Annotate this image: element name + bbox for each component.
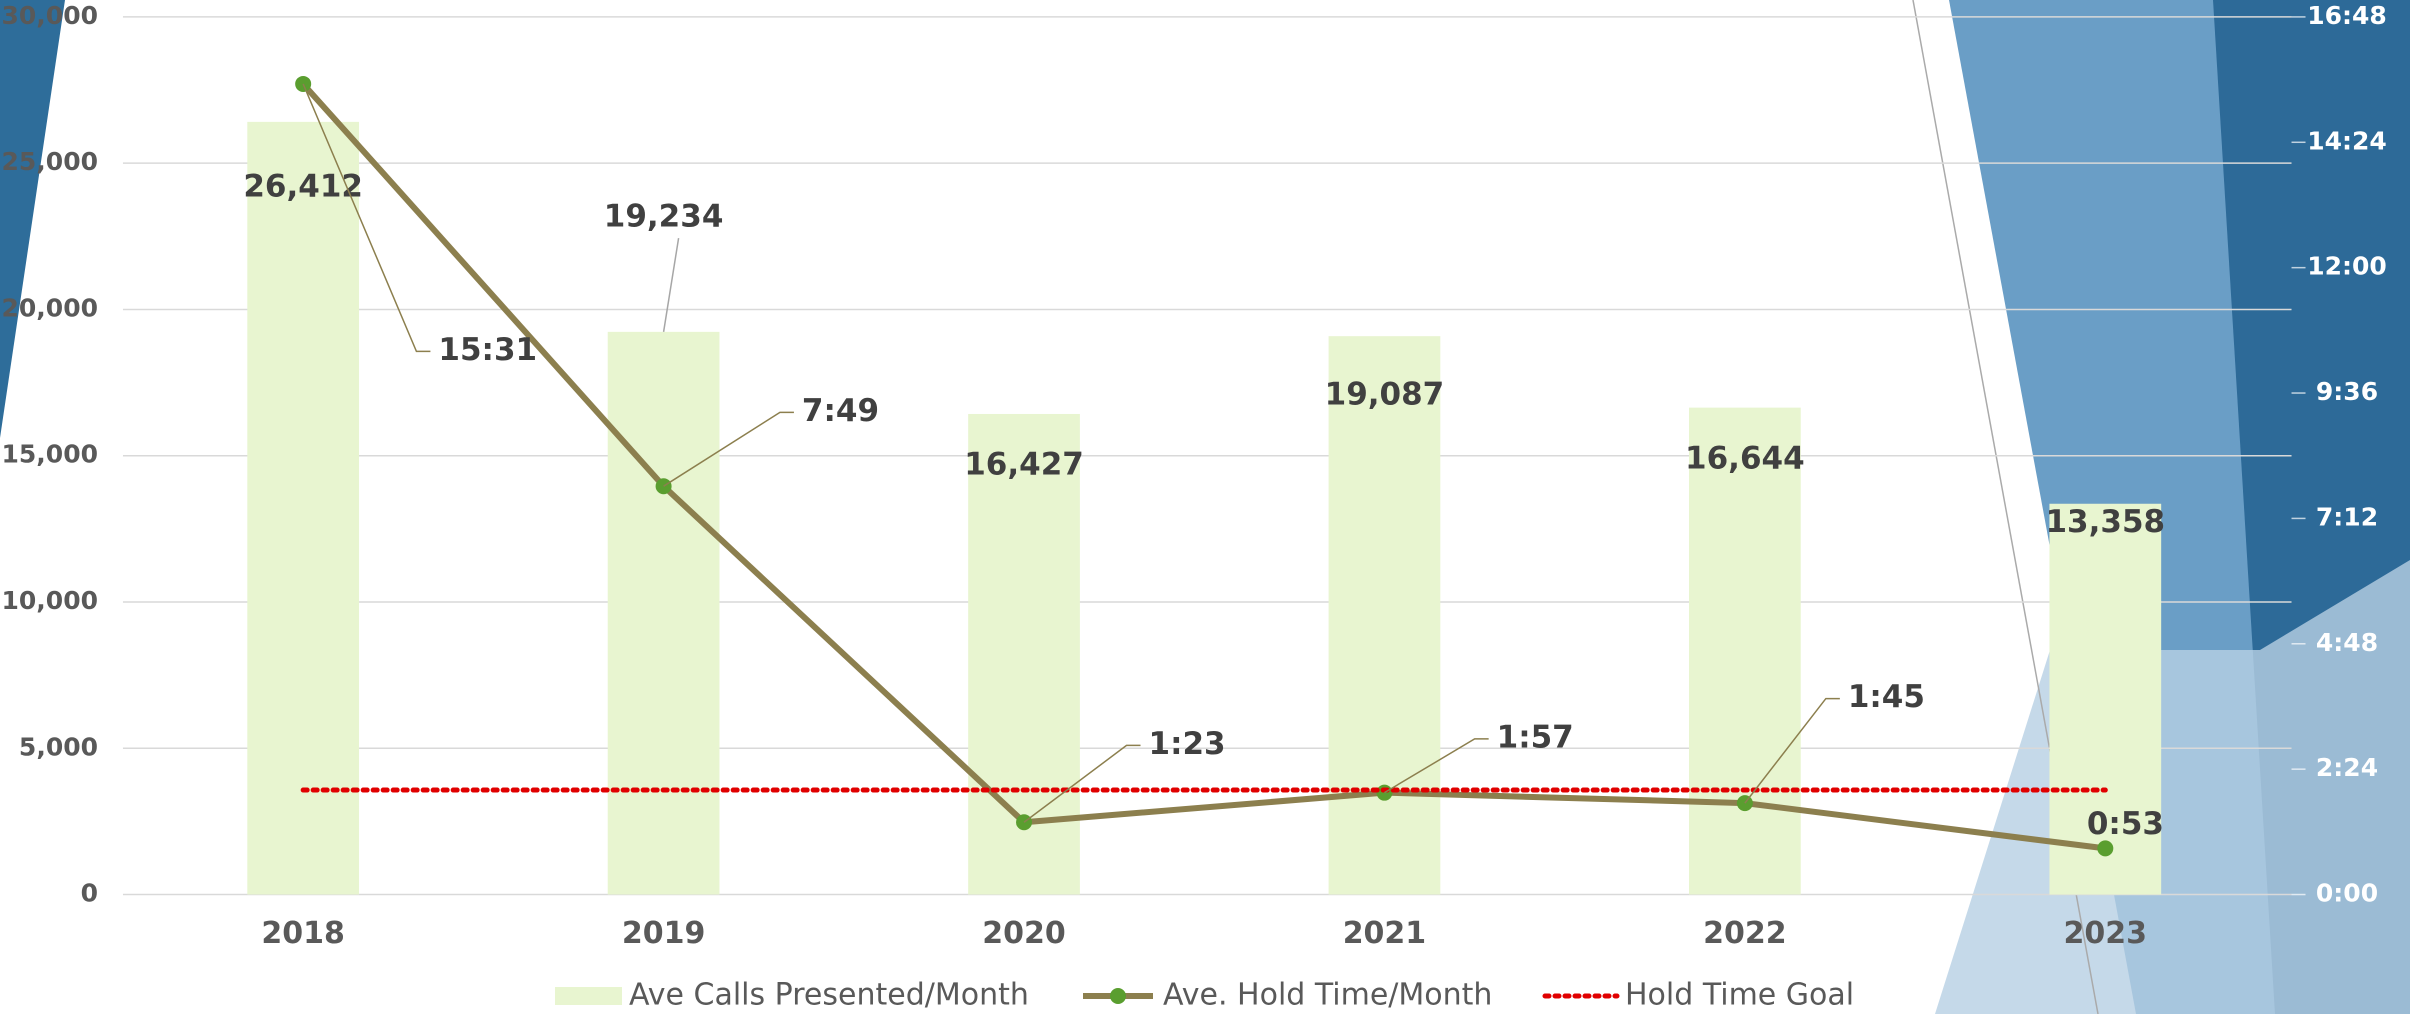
background-shape [0, 0, 65, 438]
data-label: 15:31 [438, 332, 537, 368]
data-label: 1:57 [1497, 719, 1574, 755]
leader-line [662, 238, 680, 332]
y2-tick-label: 0:00 [2316, 879, 2378, 908]
legend-marker [1110, 988, 1126, 1004]
bar [607, 331, 720, 895]
x-tick-label: 2022 [1703, 916, 1787, 951]
line [300, 81, 2106, 852]
x-tick-label: 2023 [2064, 916, 2148, 951]
data-label: 19,234 [604, 199, 724, 235]
y2-tick-label: 14:24 [2307, 126, 2387, 155]
y2-tick-label: 9:36 [2316, 377, 2378, 406]
y-tick-label: 25,000 [2, 147, 98, 176]
leader-line [1744, 697, 1840, 804]
y-tick-label: 15,000 [2, 440, 98, 469]
bar [1328, 336, 1441, 895]
leader-line [1023, 744, 1141, 823]
y-tick-label: 5,000 [19, 732, 98, 761]
legend-swatch [555, 987, 622, 1005]
data-label: 26,412 [243, 168, 363, 204]
y2-tick-label: 7:12 [2316, 502, 2378, 531]
y2-tick-label: 16:48 [2307, 1, 2387, 30]
bar [247, 121, 360, 895]
legend-label: Ave. Hold Time/Month [1163, 978, 1492, 1013]
data-label: 19,087 [1325, 377, 1445, 413]
y-tick-label: 20,000 [2, 293, 98, 322]
data-label: 13,358 [2045, 504, 2165, 540]
y-tick-label: 10,000 [2, 586, 98, 615]
data-label: 16,644 [1685, 440, 1805, 476]
data-label: 1:23 [1149, 726, 1226, 762]
x-tick-label: 2020 [982, 916, 1066, 951]
x-tick-label: 2021 [1343, 916, 1427, 951]
y-tick-label: 0 [81, 879, 98, 908]
x-tick-label: 2018 [261, 916, 345, 951]
data-label: 1:45 [1848, 679, 1925, 715]
line-marker [1016, 814, 1033, 831]
y2-tick-label: 4:48 [2316, 628, 2378, 657]
data-label: 7:49 [802, 393, 879, 429]
leader-line [1384, 738, 1489, 794]
legend-label: Ave Calls Presented/Month [629, 978, 1029, 1013]
y2-tick-label: 12:00 [2307, 252, 2387, 281]
data-label: 16,427 [964, 447, 1084, 483]
bar [1689, 407, 1801, 895]
bar [2049, 503, 2162, 895]
x-tick-label: 2019 [622, 916, 706, 951]
y-tick-label: 30,000 [2, 1, 98, 30]
line-marker [2097, 840, 2114, 857]
legend-label: Hold Time Goal [1625, 978, 1854, 1013]
data-label: 0:53 [2087, 806, 2164, 842]
leader-line [302, 83, 431, 353]
leader-line [663, 411, 794, 487]
y2-tick-label: 2:24 [2316, 753, 2378, 782]
